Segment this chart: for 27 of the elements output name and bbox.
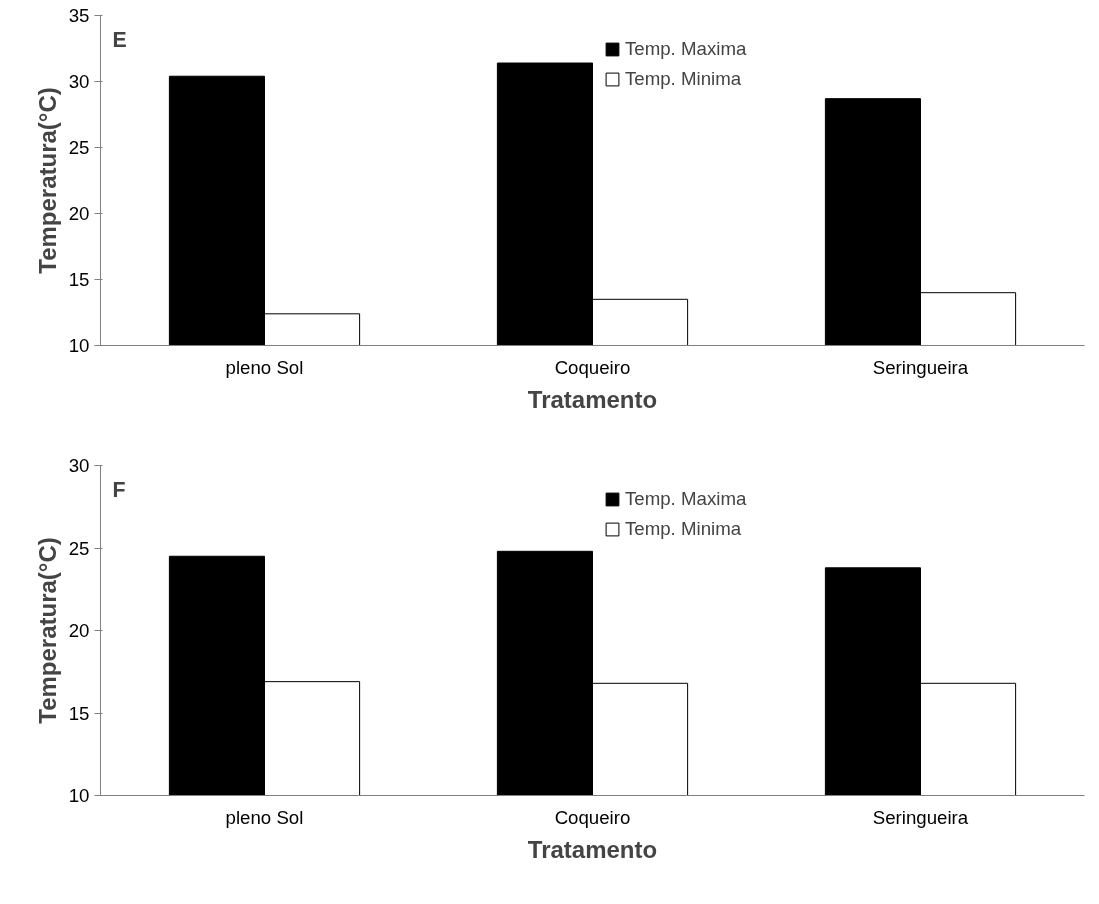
y-tick-label: 15: [68, 702, 90, 724]
legend-label: Temp. Maxima: [625, 38, 747, 60]
x-tick-label: Seringueira: [872, 806, 969, 828]
annotation: F: [112, 477, 126, 502]
annotation: E: [112, 27, 127, 52]
y-tick-label: 25: [68, 137, 90, 158]
legend-label: Temp. Minima: [625, 518, 742, 540]
legend-label: Temp. Minima: [625, 68, 742, 90]
x-tick-label: pleno Sol: [225, 356, 304, 378]
legend-label: Temp. Maxima: [625, 488, 747, 510]
x-tick-label: Seringueira: [872, 356, 969, 378]
y-tick-label: 30: [68, 71, 90, 92]
y-axis-title: Temperatura(°C): [33, 537, 61, 724]
y-tick-label: 10: [68, 785, 90, 806]
y-axis-title: Temperatura(°C): [33, 87, 61, 274]
y-tick-label: 20: [68, 203, 90, 224]
y-tick-label: 15: [68, 269, 90, 290]
y-tick-label: 10: [68, 335, 90, 356]
x-tick-label: Coqueiro: [554, 806, 631, 828]
y-tick-label: 25: [68, 537, 90, 559]
x-tick-label: Coqueiro: [554, 356, 631, 378]
x-tick-label: pleno Sol: [225, 806, 304, 828]
x-axis-title: Tratamento: [527, 385, 658, 413]
y-tick-label: 20: [68, 620, 90, 641]
y-tick-label: 35: [68, 5, 90, 26]
x-axis-title: Tratamento: [527, 835, 658, 863]
y-tick-label: 30: [68, 455, 90, 476]
